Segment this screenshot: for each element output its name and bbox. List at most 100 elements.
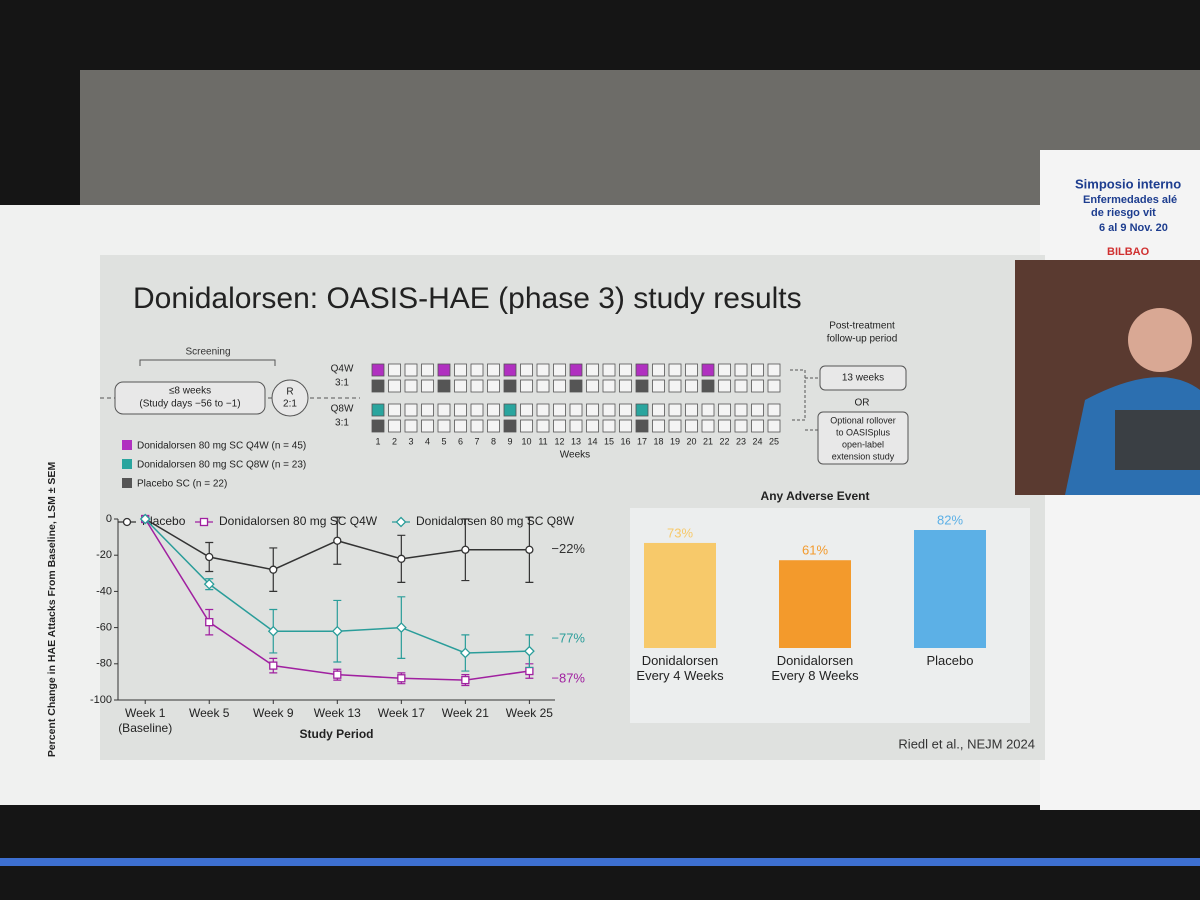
week-number: 17 (637, 436, 647, 446)
week-square (767, 419, 781, 433)
week-square (487, 419, 500, 433)
week-square (371, 363, 385, 377)
week-square (421, 363, 434, 377)
banner (80, 70, 1200, 210)
x-tick-label: Week 13 (313, 706, 361, 720)
week-number: 1 (375, 436, 380, 446)
marker (333, 670, 342, 679)
week-number: 9 (507, 436, 512, 446)
week-number: 5 (441, 436, 446, 446)
marker (205, 552, 214, 562)
week-square (553, 403, 566, 417)
rollover-text: open-label (842, 439, 884, 449)
week-number: 24 (752, 436, 762, 446)
screening-box (114, 381, 266, 415)
week-square (454, 363, 467, 377)
week-square (734, 363, 748, 377)
week-square (668, 379, 682, 393)
week-square (404, 363, 418, 377)
week-square (470, 419, 484, 433)
rollover-box (817, 411, 909, 465)
bar-value-label: 61% (802, 543, 828, 558)
week-square (701, 363, 715, 377)
week-square (536, 403, 550, 417)
week-number: 20 (686, 436, 696, 446)
arm-label: Q8W (331, 404, 354, 415)
week-square (569, 379, 583, 393)
week-number: 12 (554, 436, 564, 446)
end-label: −22% (551, 541, 585, 556)
week-square (470, 363, 484, 377)
bracket (139, 359, 276, 366)
x-tick-label: Week 21 (441, 706, 489, 720)
week-square (503, 419, 517, 433)
stage-light (0, 858, 1200, 866)
week-square (701, 419, 715, 433)
randomization-text: 2:1 (283, 399, 297, 410)
screening-text: (Study days −56 to −1) (139, 399, 240, 410)
legend-marker (199, 517, 209, 527)
y-tick-label: -100 (90, 694, 112, 706)
week-number: 13 (571, 436, 581, 446)
week-square (371, 419, 385, 433)
marker (203, 578, 215, 590)
week-square (734, 379, 748, 393)
week-square (454, 419, 467, 433)
week-square (404, 403, 418, 417)
legend-text: Placebo (142, 514, 186, 528)
week-square (586, 363, 599, 377)
bar-category-label: Donidalorsen Every 4 Weeks (636, 653, 724, 683)
week-number: 8 (491, 436, 496, 446)
citation: Riedl et al., NEJM 2024 (898, 736, 1035, 751)
week-number: 16 (620, 436, 630, 446)
y-axis-label: Percent Change in HAE Attacks From Basel… (46, 462, 58, 758)
marker (331, 625, 343, 637)
bar-value-label: 82% (937, 512, 963, 527)
week-square (421, 403, 434, 417)
week-square (734, 403, 748, 417)
week-number: 7 (474, 436, 479, 446)
week-number: 25 (769, 436, 779, 446)
y-tick-label: -40 (96, 585, 112, 597)
week-square (536, 363, 550, 377)
marker (397, 674, 406, 683)
week-square (437, 403, 451, 417)
legend-marker (395, 516, 407, 528)
x-tick-label: Week 17 (377, 706, 425, 720)
week-number: 15 (604, 436, 614, 446)
arm-label: Q4W (331, 364, 354, 375)
week-square (602, 403, 616, 417)
week-number: 18 (653, 436, 663, 446)
arm-ratio: 3:1 (335, 378, 349, 389)
week-square (470, 403, 484, 417)
week-square (701, 379, 715, 393)
design-legend-swatch (122, 459, 132, 469)
week-square (668, 403, 682, 417)
speaker-head (1128, 308, 1192, 372)
marker (205, 618, 214, 627)
week-square (685, 419, 698, 433)
x-axis-label: Study Period (299, 727, 373, 741)
week-square (751, 379, 764, 393)
x-tick-label: Week 25 (505, 706, 553, 720)
week-square (520, 379, 533, 393)
laptop (1115, 410, 1200, 470)
week-square (734, 419, 748, 433)
rollover-text: to OASISplus (836, 427, 891, 437)
end-label: −77% (551, 631, 585, 646)
followup-box (819, 365, 907, 391)
marker (269, 565, 278, 574)
week-square (602, 379, 616, 393)
week-square (470, 379, 484, 393)
marker (395, 622, 407, 634)
week-square (520, 363, 533, 377)
week-number: 11 (538, 436, 547, 446)
week-square (718, 403, 731, 417)
week-square (487, 379, 500, 393)
marker (269, 661, 278, 670)
week-square (701, 403, 715, 417)
week-square (388, 403, 401, 417)
end-label: −87% (551, 670, 585, 685)
x-tick-label: Week 9 (253, 706, 294, 720)
y-tick-label: -20 (96, 549, 112, 561)
